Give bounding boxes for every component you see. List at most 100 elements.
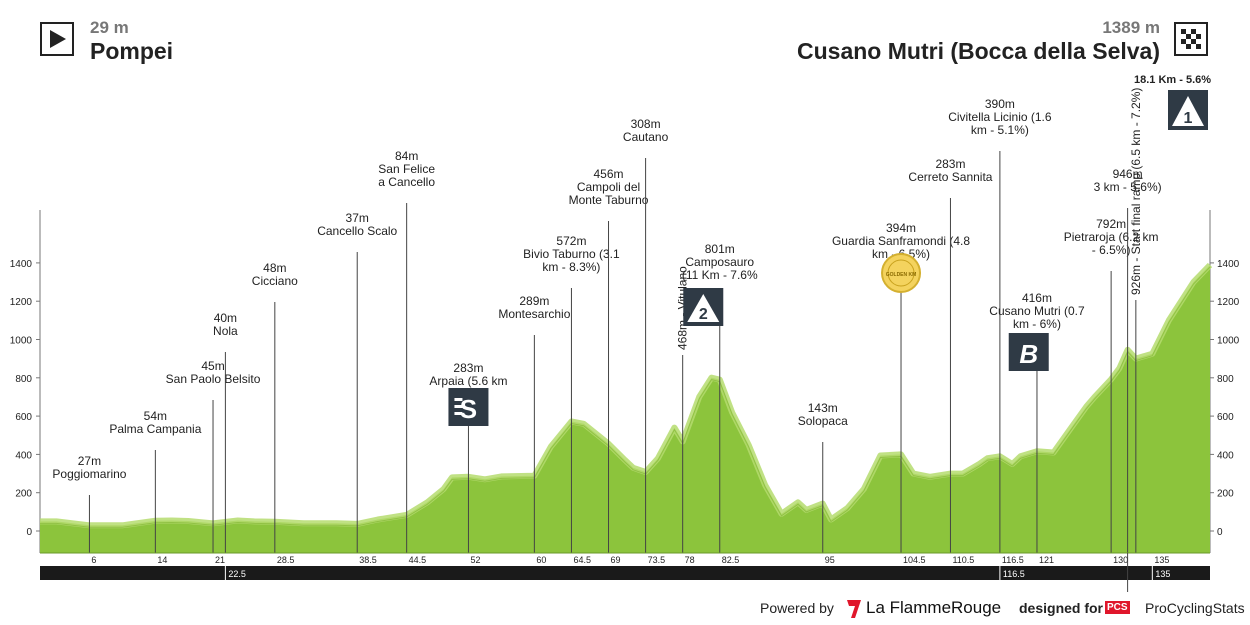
flamme-rouge-icon — [847, 600, 861, 618]
y-tick-label-right: 1400 — [1217, 259, 1240, 270]
annotation-label: 27m — [78, 454, 101, 468]
annotation-label: Cancello Scalo — [317, 224, 397, 238]
x-tick-label: 28.5 — [277, 555, 295, 565]
y-tick-label-left: 1400 — [10, 259, 33, 270]
designed-for-label: designed for — [1019, 600, 1104, 616]
x-tick-label: 6 — [91, 555, 96, 565]
vertical-annotation-label: 468m - Vitulano — [676, 266, 690, 350]
pcs-logo: PCS — [1105, 601, 1130, 614]
annotation-label: Campoli del — [577, 180, 640, 194]
annotation-label: San Paolo Belsito — [166, 372, 261, 386]
x-tick-label: 110.5 — [952, 555, 974, 565]
y-tick-label-left: 400 — [15, 450, 32, 461]
y-tick-label-left: 200 — [15, 489, 32, 500]
checkered-flag-icon — [1181, 29, 1201, 49]
x-tick-label: 135 — [1154, 555, 1169, 565]
brand-la-flamme-rouge: La FlammeRouge — [866, 598, 1002, 617]
annotation-label: 308m — [631, 117, 661, 131]
base-bar-label: 116.5 — [1003, 569, 1025, 579]
mountain-cat1-label: 1 — [1184, 110, 1193, 127]
sprint-speed-line — [454, 405, 463, 408]
annotation-label: 289m — [519, 294, 549, 308]
annotation-label: Camposauro — [685, 255, 754, 269]
x-tick-label: 121 — [1039, 555, 1054, 565]
annotation-label: 416m — [1022, 291, 1052, 305]
annotation-label: 572m — [556, 234, 586, 248]
annotation-label: km - 6%) — [1013, 317, 1061, 331]
annotation-label: Poggiomarino — [52, 467, 126, 481]
start-altitude: 29 m — [90, 18, 129, 37]
elevation-profile-line — [40, 266, 1211, 528]
annotation-label: 792m — [1096, 217, 1126, 231]
x-tick-label: 38.5 — [359, 555, 377, 565]
x-tick-label: 64.5 — [573, 555, 591, 565]
y-tick-label-left: 800 — [15, 374, 32, 385]
y-tick-label-right: 600 — [1217, 412, 1234, 423]
x-tick-label: 95 — [825, 555, 835, 565]
base-bar-label: 22.5 — [228, 569, 246, 579]
brand-procyclingstats: ProCyclingStats — [1145, 600, 1245, 616]
x-tick-label: 142 — [1189, 554, 1207, 566]
annotation-label: km - 5.1%) — [971, 123, 1029, 137]
y-tick-label-left: 0 — [26, 527, 32, 538]
x-tick-label: 0 — [43, 554, 49, 566]
x-tick-label: 44.5 — [409, 555, 427, 565]
play-icon — [50, 30, 66, 48]
sprint-speed-line — [454, 412, 463, 415]
x-tick-label: 21 — [215, 555, 225, 565]
y-tick-label-left: 1200 — [10, 297, 33, 308]
sprint-label: S — [460, 394, 477, 424]
finish-altitude: 1389 m — [1102, 18, 1160, 37]
golden-km-label: GOLDEN KM — [886, 272, 917, 278]
annotation-label: Cicciano — [252, 274, 298, 288]
annotation-label: Cautano — [623, 130, 669, 144]
y-tick-label-left: 600 — [15, 412, 32, 423]
annotation-label: Guardia Sanframondi (4.8 — [832, 234, 970, 248]
finish-icon-box — [1174, 22, 1208, 56]
annotation-label: Nola — [213, 324, 238, 338]
y-tick-label-right: 400 — [1217, 450, 1234, 461]
bonus-label: B — [1019, 339, 1038, 369]
powered-by-label: Powered by — [760, 600, 834, 616]
base-bar — [40, 566, 1210, 580]
annotation-label: 394m — [886, 221, 916, 235]
finish-place: Cusano Mutri (Bocca della Selva) — [797, 38, 1160, 64]
base-bar-label: 135 — [1155, 569, 1170, 579]
annotation-label: (11 Km - 7.6% — [682, 268, 758, 282]
annotation-label: Monte Taburno — [569, 193, 649, 207]
x-tick-label: 69 — [611, 555, 621, 565]
x-tick-label: 104.5 — [903, 555, 926, 565]
x-tick-label: 82.5 — [722, 555, 740, 565]
annotation-label: 456m — [594, 167, 624, 181]
y-tick-label-left: 1000 — [10, 336, 33, 347]
annotation-label: Montesarchio — [498, 307, 570, 321]
mountain-triangle-2 — [687, 294, 720, 322]
y-tick-label-right: 800 — [1217, 374, 1234, 385]
x-tick-label: 78 — [685, 555, 695, 565]
elevation-profile-area — [40, 265, 1210, 553]
start-icon-box — [40, 22, 74, 56]
sprint-speed-line — [454, 398, 463, 401]
annotation-label: Pietraroja (6.2 km — [1064, 230, 1159, 244]
y-tick-label-right: 1200 — [1217, 297, 1240, 308]
annotation-label: 37m — [346, 211, 369, 225]
annotation-label: 40m — [214, 311, 237, 325]
annotation-label: a Cancello — [378, 175, 435, 189]
annotation-label: 45m — [201, 359, 224, 373]
mountain-cat2-label: 2 — [699, 306, 708, 323]
x-tick-label: 130 — [1113, 555, 1128, 565]
annotation-label: 84m — [395, 149, 418, 163]
annotation-label: 801m — [705, 242, 735, 256]
mountain-triangle-1 — [1172, 96, 1204, 126]
y-tick-label-right: 200 — [1217, 489, 1234, 500]
annotation-label: 283m — [935, 157, 965, 171]
start-place: Pompei — [90, 38, 174, 64]
annotation-label: km - 8.3%) — [542, 260, 600, 274]
x-tick-label: 116.5 — [1002, 555, 1024, 565]
x-tick-label: 14 — [157, 555, 167, 565]
annotation-label: Cerreto Sannita — [908, 170, 992, 184]
annotation-label: San Felice — [378, 162, 435, 176]
annotation-label: 390m — [985, 97, 1015, 111]
